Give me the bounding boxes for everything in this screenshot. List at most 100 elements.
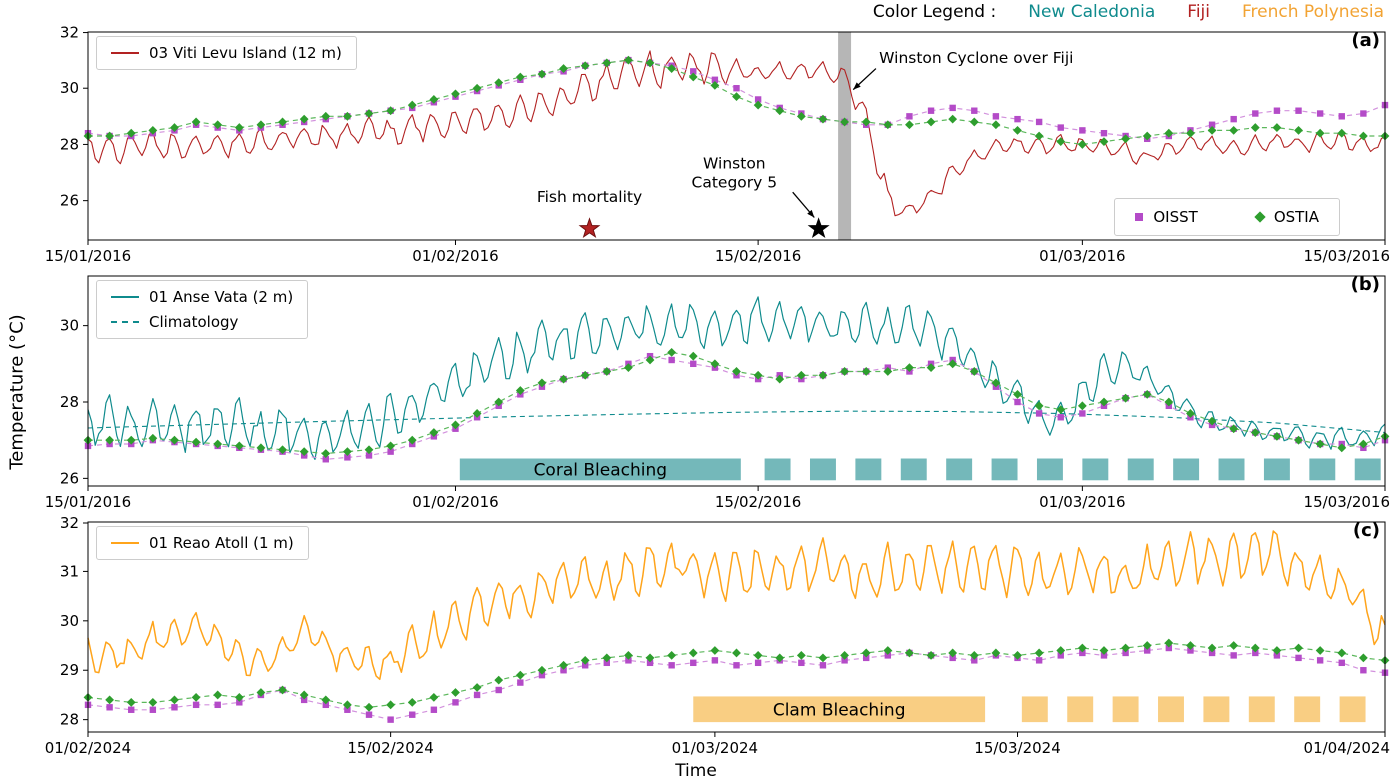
oisst-marker-icon bbox=[1187, 647, 1194, 654]
ostia-marker-icon bbox=[710, 646, 720, 655]
oisst-marker-icon bbox=[690, 68, 697, 75]
ostia-marker-icon bbox=[451, 89, 460, 99]
oisst-marker-icon bbox=[517, 679, 524, 686]
ostia-marker-icon bbox=[1315, 439, 1325, 449]
ostia-marker-icon bbox=[840, 367, 849, 376]
bleaching-bar bbox=[1263, 458, 1290, 481]
y-tick-label: 30 bbox=[60, 317, 79, 335]
ostia-marker-icon bbox=[602, 653, 612, 663]
ostia-marker-icon bbox=[451, 420, 460, 430]
ostia-marker-icon bbox=[429, 693, 439, 702]
x-axis-label: Time bbox=[675, 761, 717, 781]
y-tick-label: 26 bbox=[60, 469, 79, 487]
ostia-marker-icon bbox=[667, 651, 677, 660]
viti-levu-line-swatch-icon bbox=[111, 52, 139, 54]
ostia-marker-icon bbox=[905, 363, 914, 373]
ostia-marker-icon bbox=[1254, 211, 1266, 223]
oisst-marker-icon bbox=[1079, 410, 1086, 417]
oisst-marker-icon bbox=[1252, 110, 1259, 117]
ostia-marker-icon bbox=[234, 441, 244, 451]
ostia-marker-icon bbox=[515, 72, 525, 82]
star-marker-icon bbox=[578, 217, 601, 239]
ostia-marker-icon bbox=[580, 370, 590, 380]
bleaching-bar bbox=[946, 458, 973, 481]
y-tick-label: 28 bbox=[60, 135, 79, 153]
ostia-marker-icon bbox=[170, 695, 179, 705]
arrow-head-icon bbox=[853, 82, 861, 90]
ostia-marker-icon bbox=[299, 114, 309, 124]
ostia-marker-icon bbox=[926, 651, 936, 660]
ostia-marker-icon bbox=[1121, 643, 1130, 653]
ostia-marker-icon bbox=[926, 117, 936, 127]
oisst-marker-icon bbox=[581, 662, 589, 669]
ostia-marker-icon bbox=[1294, 643, 1303, 653]
bleaching-bar bbox=[1021, 696, 1048, 723]
ostia-marker-icon bbox=[905, 120, 914, 130]
legend-label-ostia: OSTIA bbox=[1273, 208, 1319, 226]
oisst-marker-icon bbox=[690, 659, 697, 667]
legend-row: 01 Anse Vata (2 m) bbox=[111, 288, 293, 306]
oisst-marker-icon bbox=[971, 107, 978, 114]
oisst-marker-icon bbox=[711, 76, 719, 83]
bleaching-bar bbox=[809, 458, 836, 481]
ostia-marker-icon bbox=[645, 653, 655, 663]
ostia-marker-icon bbox=[1294, 125, 1303, 135]
bleaching-bar bbox=[1112, 696, 1139, 723]
ostia-marker-icon bbox=[1034, 648, 1044, 658]
ostia-marker-icon bbox=[1056, 646, 1066, 655]
oisst-marker-icon bbox=[1035, 118, 1043, 126]
ostia-marker-icon bbox=[710, 359, 720, 369]
cyclone-band bbox=[838, 32, 852, 240]
ostia-marker-icon bbox=[926, 363, 936, 373]
ostia-marker-icon bbox=[775, 106, 785, 116]
color-legend-entry-new-caledonia: New Caledonia bbox=[1028, 2, 1156, 22]
ostia-marker-icon bbox=[343, 447, 352, 457]
ostia-marker-icon bbox=[1121, 393, 1130, 403]
ostia-marker-icon bbox=[732, 92, 741, 102]
plot-frame bbox=[87, 275, 1386, 487]
oisst-marker-icon bbox=[214, 701, 221, 709]
oisst-marker-icon bbox=[473, 691, 481, 699]
ostia-marker-icon bbox=[1056, 405, 1066, 415]
ostia-marker-icon bbox=[969, 651, 979, 660]
x-tick-label: 01/04/2024 bbox=[1304, 739, 1390, 757]
ostia-marker-icon bbox=[1229, 424, 1239, 434]
x-tick-label: 01/02/2016 bbox=[412, 493, 498, 511]
ostia-marker-icon bbox=[991, 378, 1001, 388]
ostia-marker-icon bbox=[537, 665, 547, 675]
ostia-marker-icon bbox=[1099, 137, 1109, 147]
ostia-marker-icon bbox=[775, 374, 785, 384]
ostia-marker-icon bbox=[991, 648, 1001, 658]
ostia-marker-icon bbox=[1034, 401, 1044, 411]
ostia-marker-icon bbox=[1186, 128, 1195, 138]
oisst-marker-icon bbox=[149, 706, 157, 713]
series-climatology bbox=[87, 410, 1386, 434]
ostia-marker-icon bbox=[1099, 646, 1109, 655]
bleaching-label: Clam Bleaching bbox=[773, 700, 906, 720]
oisst-marker-icon bbox=[992, 113, 1000, 120]
panel-c: Clam Bleaching 28 29 30 31 32 01/02/2024 15/02/… bbox=[0, 514, 1392, 762]
ostia-marker-icon bbox=[278, 445, 287, 455]
ostia-marker-icon bbox=[386, 441, 396, 451]
oisst-marker-icon bbox=[1338, 113, 1345, 120]
ostia-marker-icon bbox=[472, 83, 482, 93]
oisst-marker-icon bbox=[819, 662, 827, 669]
panel-c-plot: Clam Bleaching 28 29 30 31 32 01/02/2024 15/02/… bbox=[45, 514, 1390, 757]
bleaching-bar bbox=[855, 458, 882, 481]
legend-row: 01 Reao Atoll (1 m) bbox=[111, 534, 294, 552]
ostia-marker-icon bbox=[796, 370, 806, 380]
ostia-marker-icon bbox=[1337, 648, 1347, 658]
ostia-marker-icon bbox=[840, 651, 849, 660]
ostia-marker-icon bbox=[948, 359, 958, 369]
ostia-marker-icon bbox=[948, 648, 958, 658]
ostia-marker-icon bbox=[1013, 125, 1022, 135]
oisst-marker-icon bbox=[949, 654, 956, 662]
panel-b-legend: 01 Anse Vata (2 m) Climatology bbox=[96, 280, 309, 339]
ostia-marker-icon bbox=[386, 106, 396, 116]
oisst-marker-icon bbox=[495, 686, 502, 694]
oisst-marker-icon bbox=[1057, 652, 1064, 659]
panel-label-a: (a) bbox=[1351, 30, 1380, 51]
bleaching-bar bbox=[1173, 458, 1200, 481]
anse-vata-line-swatch-icon bbox=[111, 296, 139, 298]
ostia-marker-icon bbox=[364, 445, 374, 455]
